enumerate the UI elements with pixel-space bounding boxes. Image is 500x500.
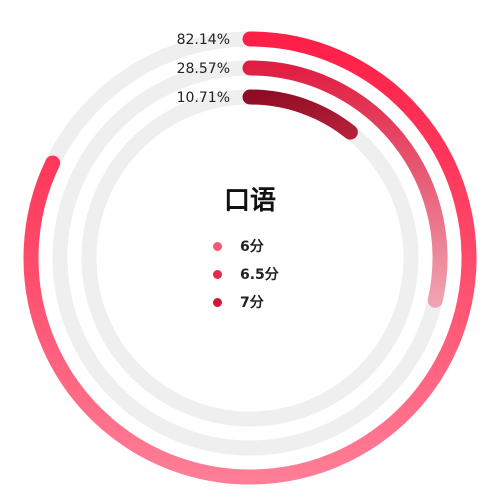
legend-dot [213, 241, 222, 251]
legend: 6分 6.5分 7分 [213, 232, 279, 316]
legend-label: 6分 [240, 239, 264, 255]
legend-label: 7分 [240, 295, 264, 311]
radial-bar[interactable] [23, 31, 477, 485]
legend-dot [213, 297, 222, 307]
legend-dot [213, 269, 222, 279]
data-label: 28.57% [177, 61, 230, 77]
radial-bar[interactable] [242, 60, 448, 308]
legend-item[interactable]: 6分 [213, 232, 279, 260]
legend-label: 6.5分 [240, 267, 279, 283]
data-label: 10.71% [177, 90, 230, 106]
legend-item[interactable]: 7分 [213, 288, 279, 316]
legend-item[interactable]: 6.5分 [213, 260, 279, 288]
chart-title: 口语 [223, 186, 276, 216]
data-label: 82.14% [177, 32, 230, 48]
radial-bar[interactable] [242, 89, 358, 140]
